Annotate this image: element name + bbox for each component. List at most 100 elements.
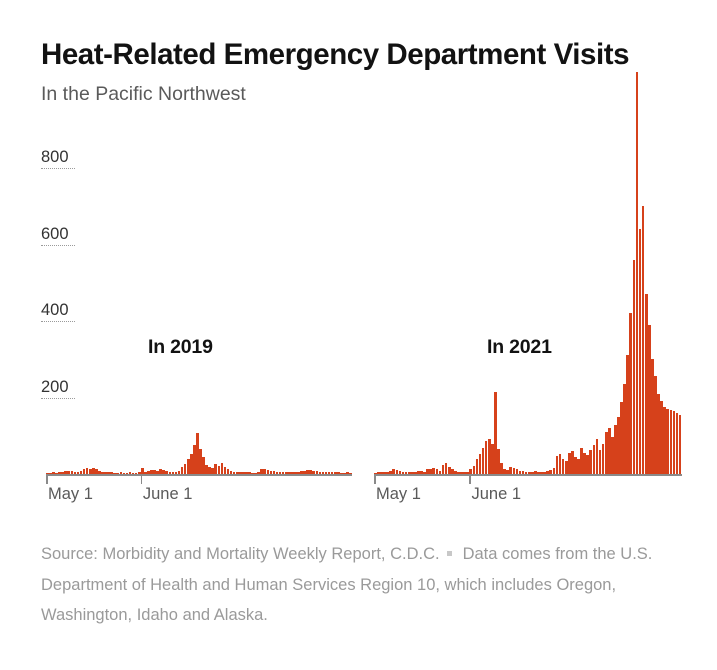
bar	[506, 470, 510, 474]
bar	[343, 472, 346, 474]
bar	[46, 472, 49, 474]
bar	[484, 441, 488, 474]
bar	[629, 313, 633, 474]
bar	[586, 454, 590, 474]
bar	[549, 470, 553, 474]
bar	[330, 472, 334, 474]
source-note: Source: Morbidity and Mortality Weekly R…	[41, 539, 671, 631]
bar	[238, 472, 242, 474]
bar	[82, 468, 86, 474]
bar	[318, 471, 322, 474]
bar	[73, 471, 77, 474]
bar	[404, 472, 408, 474]
bar	[235, 472, 239, 474]
gridline	[41, 168, 75, 169]
bar	[675, 412, 679, 474]
bar	[429, 468, 433, 474]
x-axis-line	[46, 474, 352, 476]
page-title: Heat-Related Emergency Department Visits	[41, 38, 630, 71]
bar	[438, 470, 442, 474]
bar	[518, 470, 522, 474]
bar	[472, 466, 476, 474]
x-axis-label-june-1: June 1	[471, 485, 522, 503]
panel-label-in-2021: In 2021	[487, 336, 552, 358]
bar	[512, 467, 516, 474]
bar	[116, 472, 120, 474]
bar	[61, 471, 64, 474]
bar	[67, 470, 71, 474]
bar	[583, 452, 586, 474]
bar-series-in-2021	[374, 0, 682, 474]
bar	[558, 454, 562, 474]
bar	[614, 425, 617, 474]
bar	[530, 471, 534, 474]
bar	[401, 471, 405, 474]
bar	[374, 472, 377, 474]
bar	[380, 472, 383, 474]
bar	[595, 438, 599, 474]
bar	[469, 468, 473, 474]
bar	[104, 472, 107, 474]
bar	[272, 471, 276, 474]
bar	[52, 472, 55, 474]
bar	[153, 470, 156, 474]
bar	[263, 468, 267, 474]
bar	[503, 468, 506, 474]
bar	[177, 470, 181, 474]
bar	[672, 410, 676, 474]
bar	[377, 472, 380, 474]
x-axis-label-may-1: May 1	[376, 485, 421, 503]
bar	[269, 470, 273, 474]
bar	[460, 472, 463, 474]
y-axis-tick-label: 200	[41, 377, 69, 396]
bar	[327, 471, 331, 474]
bar	[58, 472, 61, 474]
bar	[220, 463, 224, 474]
bar	[552, 467, 556, 474]
bar	[660, 401, 663, 474]
bar	[199, 448, 202, 474]
bar	[55, 472, 58, 474]
bar	[564, 461, 568, 474]
bar	[257, 472, 260, 474]
bar	[420, 470, 423, 474]
bar	[414, 472, 417, 474]
source-text-secondary: Data comes from the U.S. Department of H…	[41, 545, 653, 624]
bar	[260, 469, 264, 474]
bar	[481, 448, 485, 474]
bar	[604, 431, 608, 474]
bar	[515, 469, 519, 474]
bar	[159, 469, 162, 474]
bar	[678, 414, 682, 474]
bar	[165, 470, 169, 474]
bar	[275, 471, 279, 474]
bar	[521, 471, 525, 474]
bar	[555, 456, 559, 474]
bar	[134, 472, 138, 474]
bar	[101, 471, 104, 474]
bar	[571, 451, 574, 474]
bar	[107, 472, 110, 474]
bar	[294, 472, 297, 474]
bar	[494, 391, 497, 474]
bar	[150, 469, 153, 474]
bar	[208, 466, 211, 474]
bar	[232, 471, 236, 474]
y-axis-tick-label: 800	[41, 148, 69, 166]
bar	[95, 469, 98, 474]
bar	[580, 448, 583, 474]
bar	[287, 472, 291, 474]
bar	[324, 472, 328, 474]
bar	[527, 472, 531, 474]
bar	[128, 472, 132, 474]
panel-label-in-2019: In 2019	[148, 336, 213, 358]
bar	[466, 471, 469, 474]
source-text-primary: Source: Morbidity and Mortality Weekly R…	[41, 545, 440, 563]
bar	[392, 469, 396, 474]
gridline	[41, 244, 75, 246]
bar	[423, 471, 426, 474]
bar	[309, 469, 313, 474]
bar	[417, 470, 420, 474]
bar	[140, 467, 144, 474]
